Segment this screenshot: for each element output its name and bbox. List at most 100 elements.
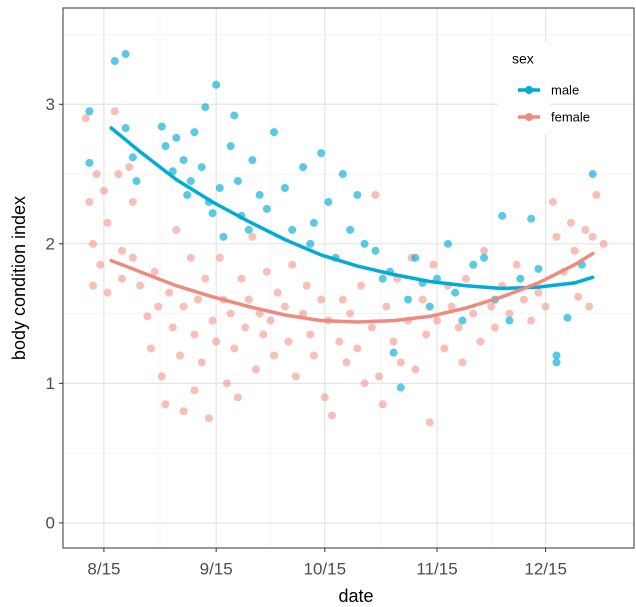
point	[498, 211, 507, 220]
point	[237, 274, 246, 283]
point	[574, 292, 583, 301]
point	[114, 170, 123, 179]
point	[226, 142, 235, 151]
point	[136, 281, 145, 290]
point	[527, 316, 536, 325]
point	[244, 295, 253, 304]
point	[128, 197, 137, 206]
point	[190, 128, 199, 137]
point	[244, 225, 253, 234]
point	[425, 418, 434, 427]
point	[443, 239, 452, 248]
point	[338, 170, 347, 179]
point	[103, 218, 112, 227]
point	[186, 253, 195, 262]
point	[512, 260, 521, 269]
point	[335, 337, 344, 346]
point	[534, 264, 543, 273]
point	[306, 330, 315, 339]
x-tick-label: 12/15	[524, 559, 567, 578]
point	[179, 156, 188, 165]
point	[458, 316, 467, 325]
point	[85, 107, 94, 116]
point	[161, 400, 170, 409]
point	[566, 218, 575, 227]
point	[342, 358, 351, 367]
point	[197, 358, 206, 367]
point	[396, 358, 405, 367]
point	[241, 323, 250, 332]
point	[454, 323, 463, 332]
point	[248, 232, 257, 241]
point	[382, 302, 391, 311]
point	[215, 184, 224, 192]
y-axis-title: body condition index	[9, 196, 29, 360]
point	[154, 302, 163, 311]
point	[306, 239, 315, 248]
point	[230, 344, 239, 353]
point	[404, 295, 413, 304]
point	[168, 323, 177, 332]
point	[353, 344, 362, 353]
point	[422, 330, 431, 339]
point	[280, 184, 289, 192]
point	[284, 337, 293, 346]
point	[201, 103, 210, 112]
point	[418, 295, 427, 304]
point	[262, 267, 271, 276]
point	[233, 177, 242, 186]
y-tick-label: 1	[46, 374, 55, 393]
point	[360, 379, 369, 388]
point	[273, 288, 282, 297]
point	[581, 225, 590, 234]
point	[146, 344, 155, 353]
point	[375, 372, 384, 381]
point	[255, 190, 264, 199]
point	[194, 295, 203, 304]
point	[291, 372, 300, 381]
point	[143, 312, 152, 321]
point	[251, 365, 260, 374]
point	[226, 309, 235, 318]
point	[328, 411, 337, 420]
point	[223, 379, 232, 388]
point	[118, 246, 127, 255]
point	[132, 177, 141, 186]
point	[128, 153, 137, 162]
point	[157, 372, 166, 381]
point	[588, 170, 597, 179]
point	[92, 170, 101, 179]
point	[197, 163, 206, 172]
point	[476, 337, 485, 346]
point	[371, 246, 380, 255]
point	[461, 274, 470, 283]
point	[563, 313, 572, 322]
point	[288, 260, 297, 269]
point	[389, 348, 398, 357]
point	[505, 316, 514, 325]
point	[378, 274, 387, 283]
point	[157, 122, 166, 131]
point	[490, 323, 499, 332]
y-tick-label: 3	[46, 95, 55, 114]
point	[172, 133, 181, 142]
point	[219, 232, 228, 241]
legend-label: male	[551, 82, 579, 97]
point	[85, 197, 94, 206]
point	[103, 288, 112, 297]
point	[599, 239, 608, 248]
point	[255, 309, 264, 318]
legend-label: female	[551, 109, 590, 124]
point	[309, 351, 318, 360]
point	[299, 309, 308, 318]
point	[89, 239, 98, 248]
point	[118, 274, 127, 283]
point	[110, 107, 119, 116]
point	[81, 114, 90, 123]
point	[429, 260, 438, 269]
point	[588, 232, 597, 241]
point	[317, 295, 326, 304]
point	[469, 260, 478, 269]
point	[85, 158, 94, 167]
